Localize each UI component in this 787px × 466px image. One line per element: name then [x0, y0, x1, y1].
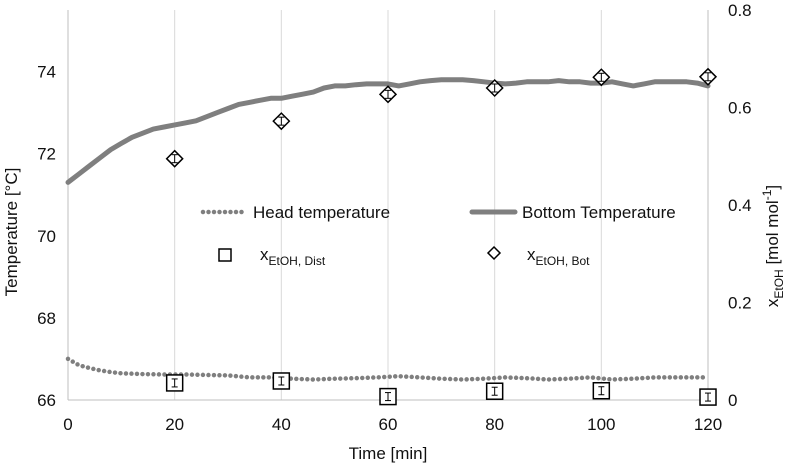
- right-axis-label-var: x: [763, 298, 782, 307]
- tick-labels: 0 20 40 60 80 100 120 66 68 70 72 74 0 0.2 0.4 0.6 0.8: [37, 1, 752, 434]
- right-y-tick-label: 0.8: [728, 1, 752, 20]
- right-axis-label-text: [mol mol: [763, 200, 782, 269]
- x-tick-label: 60: [379, 415, 398, 434]
- legend-dist-square: [218, 248, 232, 262]
- legend-bot-diamond: [486, 245, 502, 261]
- right-axis-label-sup: -1: [760, 189, 774, 200]
- left-y-tick-label: 68: [37, 309, 56, 328]
- right-y-tick-label: 0.6: [728, 99, 752, 118]
- x-tick-label: 0: [63, 415, 72, 434]
- legend-dist-label: xEtOH, Dist: [260, 245, 326, 268]
- legend-bot-label: xEtOH, Bot: [527, 245, 590, 268]
- legend-bot-label-sub: EtOH, Bot: [536, 254, 591, 268]
- legend-bottom-label: Bottom Temperature: [522, 203, 676, 222]
- left-y-tick-label: 72: [37, 145, 56, 164]
- right-y-tick-label: 0.4: [728, 196, 752, 215]
- head-temperature-line: [65, 356, 711, 382]
- left-y-tick-label: 74: [37, 63, 56, 82]
- right-y-tick-label: 0.2: [728, 294, 752, 313]
- x-tick-label: 80: [485, 415, 504, 434]
- right-axis-label: xEtOH [mol mol-1]: [760, 185, 786, 307]
- legend: Head temperature Bottom TemperaturexEtOH,…: [200, 203, 676, 268]
- marker-layer: [165, 67, 718, 406]
- x-tick-label: 40: [272, 415, 291, 434]
- legend-dist-label-sub: EtOH, Dist: [269, 254, 326, 268]
- x-tick-label: 120: [694, 415, 722, 434]
- left-y-tick-label: 70: [37, 227, 56, 246]
- legend-dist-label-var: x: [260, 245, 269, 264]
- legend-head-label: Head temperature: [253, 203, 390, 222]
- left-y-tick-label: 66: [37, 391, 56, 410]
- x-tick-label: 20: [165, 415, 184, 434]
- right-y-tick-label: 0: [728, 391, 737, 410]
- right-axis-label-sub: EtOH: [772, 269, 786, 298]
- left-axis-label: Temperature [°C]: [2, 168, 21, 297]
- x-tick-label: 100: [587, 415, 615, 434]
- x-axis-label: Time [min]: [349, 444, 428, 463]
- legend-bot-label-var: x: [527, 245, 536, 264]
- right-axis-label-close: ]: [763, 185, 782, 190]
